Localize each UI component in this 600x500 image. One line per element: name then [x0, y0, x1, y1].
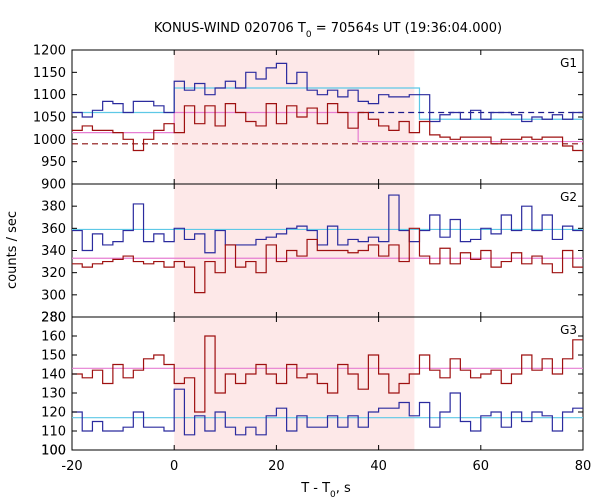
y-tick-label: 1050	[33, 111, 66, 126]
y-tick-label-boundary: 100	[41, 444, 66, 459]
x-axis-title-rest: , s	[336, 481, 351, 496]
y-tick-label: 950	[41, 155, 66, 170]
y-tick-label: 130	[41, 387, 66, 402]
y-tick-label: 1100	[33, 88, 66, 103]
y-tick-label: 1200	[33, 44, 66, 59]
x-tick-label: 80	[575, 459, 592, 474]
x-tick-label: 60	[473, 459, 490, 474]
series-red-g1	[72, 103, 583, 152]
y-tick-label-boundary: 900	[41, 178, 66, 193]
y-tick-label: 120	[41, 406, 66, 421]
chart-title: KONUS-WIND 020706 T0 = 70564s UT (19:36:…	[154, 21, 502, 40]
y-tick-label: 1150	[33, 66, 66, 81]
x-tick-label: -20	[61, 459, 82, 474]
y-tick-label: 100	[41, 444, 66, 459]
y-tick-label: 380	[41, 200, 66, 215]
x-tick-label: 20	[268, 459, 285, 474]
chart-title-main: KONUS-WIND 020706 T	[154, 21, 306, 36]
chart-title-subscript: 0	[306, 30, 312, 40]
y-axis-title: counts / sec	[5, 211, 20, 289]
y-tick-label: 140	[41, 368, 66, 383]
panel-label-g1: G1	[560, 56, 577, 70]
x-axis-title-main: T - T	[300, 481, 330, 496]
x-axis-title: T - T0, s	[300, 481, 351, 500]
panel-label-g3: G3	[560, 323, 577, 337]
y-tick-label: 280	[41, 311, 66, 326]
y-tick-label: 150	[41, 349, 66, 364]
axis-layer: G195010001050110011501200G22803003203403…	[33, 44, 591, 475]
series-layer	[72, 62, 583, 436]
series-blue-g2	[72, 194, 583, 254]
y-tick-label: 320	[41, 266, 66, 281]
y-tick-label: 1000	[33, 133, 66, 148]
y-tick-label: 160	[41, 330, 66, 345]
chart-title-rest: = 70564s UT (19:36:04.000)	[312, 21, 502, 36]
y-tick-label: 110	[41, 425, 66, 440]
y-tick-label: 300	[41, 288, 66, 303]
x-tick-label: 0	[170, 459, 178, 474]
series-blue-g3	[72, 388, 583, 436]
panel-frame-g3	[71, 316, 584, 451]
series-blue-g1	[72, 62, 583, 123]
y-tick-label-boundary: 280	[41, 311, 66, 326]
y-tick-label: 340	[41, 244, 66, 259]
y-tick-label: 360	[41, 222, 66, 237]
series-red-g3	[72, 335, 583, 413]
x-tick-label: 40	[370, 459, 387, 474]
fit-line-cyan-g1	[72, 87, 583, 120]
x-axis-title-subscript: 0	[330, 490, 336, 500]
panel-label-g2: G2	[560, 190, 577, 204]
series-red-g2	[72, 227, 583, 294]
